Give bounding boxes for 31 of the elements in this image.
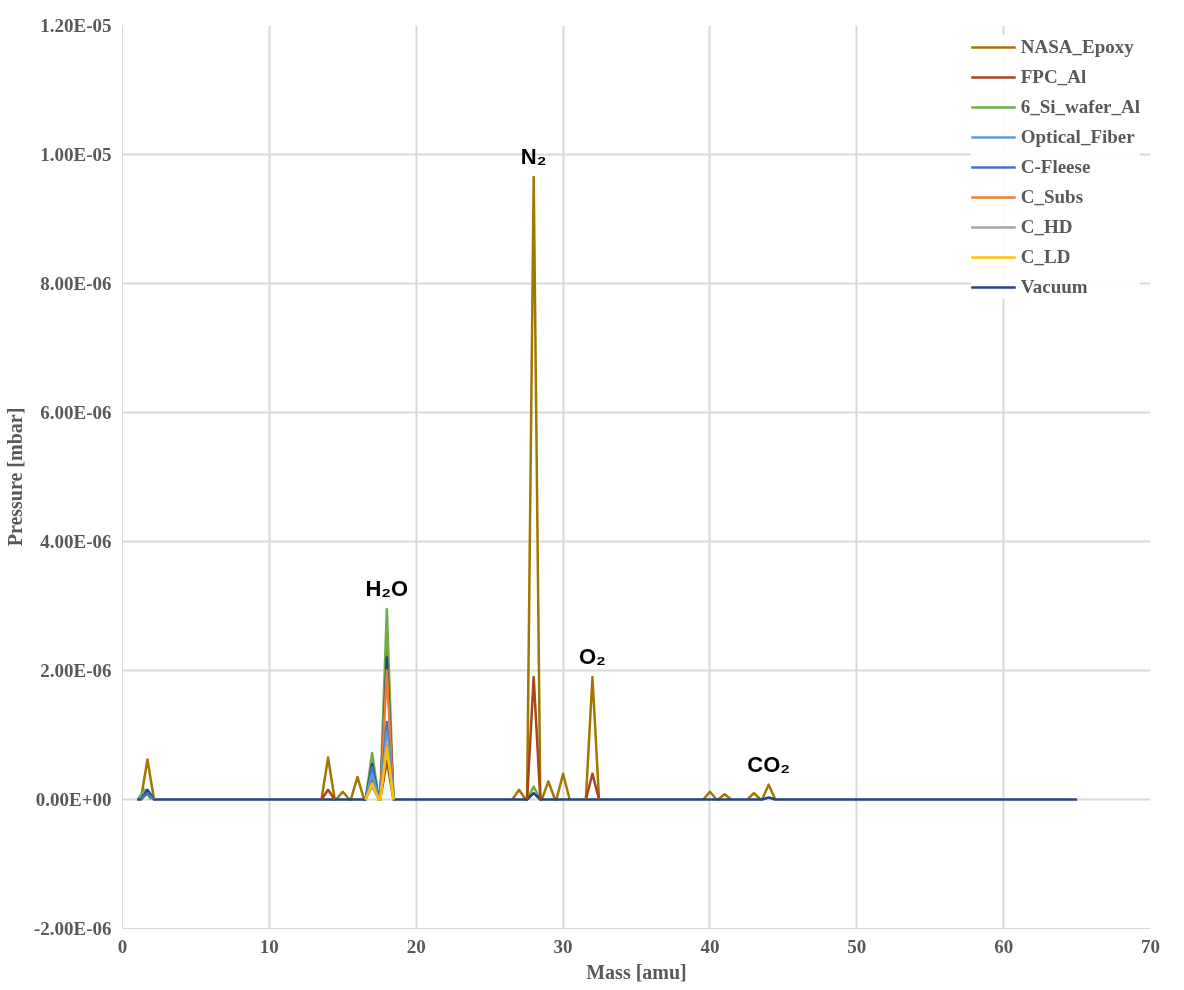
x-tick-label: 40 <box>700 935 720 957</box>
x-tick-label: 60 <box>994 935 1014 957</box>
y-tick-label: 1.00E-05 <box>40 144 112 165</box>
annotation: H₂O <box>365 576 409 602</box>
x-tick-label: 10 <box>259 935 279 957</box>
y-tick-label: 8.00E-06 <box>40 273 112 294</box>
y-tick-label: -2.00E-06 <box>33 918 112 939</box>
x-tick-label: 0 <box>117 935 128 957</box>
x-axis-title: Mass [amu] <box>586 960 687 983</box>
x-tick-label: 50 <box>847 935 867 957</box>
x-tick-label: 70 <box>1141 935 1160 957</box>
annotation: CO₂ <box>747 751 791 777</box>
x-tick-label: 20 <box>406 935 426 957</box>
legend-label: C_HD <box>1020 215 1073 239</box>
y-tick-label: 0.00E+00 <box>35 789 112 810</box>
legend-label: C_Subs <box>1020 185 1084 209</box>
legend-label: Vacuum <box>1020 275 1088 299</box>
y-tick-label: 2.00E-06 <box>40 660 112 681</box>
y-tick-label: 1.20E-05 <box>40 15 112 36</box>
x-tick-label: 30 <box>553 935 573 957</box>
legend-label: Optical_Fiber <box>1020 125 1135 149</box>
legend-label: 6_Si_wafer_Al <box>1020 95 1140 119</box>
legend-label: C_LD <box>1020 245 1071 269</box>
annotation: O₂ <box>579 643 606 669</box>
y-tick-label: 6.00E-06 <box>40 402 112 423</box>
legend-label: FPC_Al <box>1020 65 1087 89</box>
legend-label: C-Fleese <box>1020 155 1091 179</box>
legend-label: NASA_Epoxy <box>1020 35 1134 59</box>
annotation: N₂ <box>520 144 547 170</box>
y-tick-label: 4.00E-06 <box>40 531 112 552</box>
y-axis-title: Pressure [mbar] <box>3 407 26 547</box>
